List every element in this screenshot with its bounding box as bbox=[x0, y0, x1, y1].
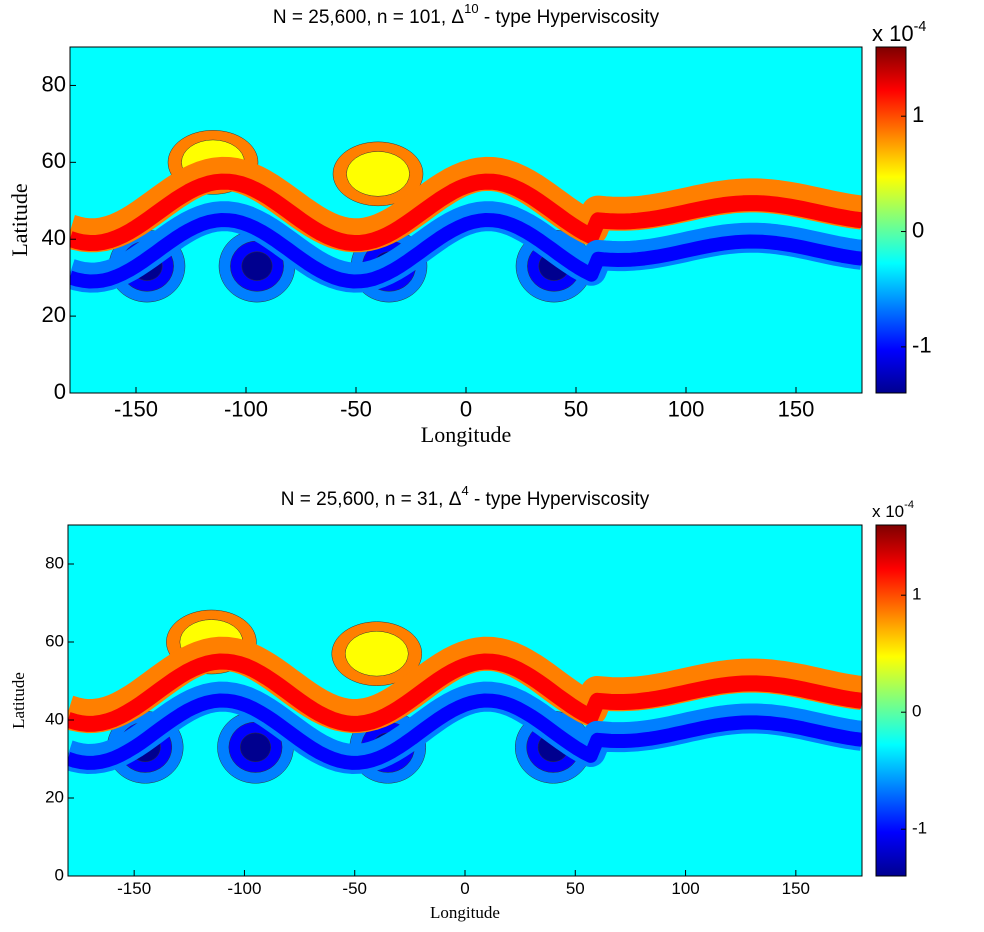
chart-title: N = 25,600, n = 31, Δ4 - type Hypervisco… bbox=[281, 483, 650, 510]
colorbar-tick-label: 1 bbox=[912, 585, 921, 604]
y-tick-label: 20 bbox=[42, 302, 66, 327]
colorbar-exponent: -4 bbox=[904, 499, 914, 511]
x-tick-label: -50 bbox=[340, 396, 372, 421]
colorbar-label: x 10-4 bbox=[872, 499, 914, 522]
x-tick-label: 0 bbox=[460, 879, 469, 898]
x-tick-label: 50 bbox=[566, 879, 585, 898]
title-main: N = 25,600, n = 101, Δ bbox=[273, 7, 465, 28]
contour-field bbox=[70, 47, 862, 393]
colorbar-label: x 10-4 bbox=[872, 19, 926, 46]
contour-eddy bbox=[240, 732, 271, 762]
y-tick-label: 40 bbox=[45, 709, 64, 728]
x-tick-label: -100 bbox=[224, 396, 268, 421]
x-tick-label: 0 bbox=[460, 396, 472, 421]
y-axis-label: Latitude bbox=[9, 672, 28, 729]
x-tick-label: 150 bbox=[778, 396, 815, 421]
x-tick-label: 50 bbox=[564, 396, 588, 421]
y-tick-label: 80 bbox=[42, 71, 66, 96]
title-superscript: 4 bbox=[461, 483, 468, 498]
colorbar bbox=[875, 46, 907, 394]
contour-field bbox=[68, 525, 862, 876]
contour-eddy bbox=[345, 631, 409, 677]
x-axis-label: Longitude bbox=[430, 903, 500, 922]
x-tick-label: -150 bbox=[117, 879, 151, 898]
x-tick-label: 100 bbox=[671, 879, 699, 898]
colorbar-base: x 10 bbox=[872, 502, 904, 521]
y-tick-label: 60 bbox=[45, 631, 64, 650]
y-tick-label: 80 bbox=[45, 553, 64, 572]
contour-band bbox=[68, 693, 862, 770]
contour-eddy bbox=[346, 151, 410, 197]
chart-title: N = 25,600, n = 101, Δ10 - type Hypervis… bbox=[273, 1, 660, 28]
y-tick-label: 0 bbox=[55, 865, 64, 884]
colorbar-tick-label: 0 bbox=[912, 702, 921, 721]
colorbar-tick-label: 0 bbox=[912, 217, 924, 242]
title-suffix: - type Hyperviscosity bbox=[469, 489, 650, 510]
y-tick-label: 20 bbox=[45, 787, 64, 806]
colorbar-tick-label: -1 bbox=[912, 819, 927, 838]
y-tick-label: 60 bbox=[42, 148, 66, 173]
y-tick-label: 40 bbox=[42, 225, 66, 250]
x-tick-label: 150 bbox=[782, 879, 810, 898]
y-tick-label: 0 bbox=[54, 379, 66, 404]
x-tick-label: -100 bbox=[227, 879, 261, 898]
y-axis-label: Latitude bbox=[7, 183, 32, 256]
contour-band bbox=[68, 653, 862, 732]
x-tick-label: -50 bbox=[342, 879, 367, 898]
contour-plot: N = 25,600, n = 31, Δ4 - type Hypervisco… bbox=[9, 483, 927, 921]
contour-band bbox=[70, 213, 862, 289]
title-suffix: - type Hyperviscosity bbox=[479, 7, 660, 28]
colorbar-exponent: -4 bbox=[914, 19, 927, 35]
colorbar bbox=[875, 524, 907, 877]
contour-plot: N = 25,600, n = 101, Δ10 - type Hypervis… bbox=[7, 1, 932, 447]
colorbar-tick-label: 1 bbox=[912, 102, 924, 127]
x-tick-label: -150 bbox=[114, 396, 158, 421]
contour-eddy bbox=[241, 251, 273, 281]
x-tick-label: 100 bbox=[668, 396, 705, 421]
contour-band bbox=[70, 173, 862, 251]
colorbar-tick-label: -1 bbox=[912, 333, 932, 358]
title-superscript: 10 bbox=[464, 1, 478, 16]
title-main: N = 25,600, n = 31, Δ bbox=[281, 489, 462, 510]
x-axis-label: Longitude bbox=[421, 422, 511, 447]
colorbar-base: x 10 bbox=[872, 21, 914, 46]
